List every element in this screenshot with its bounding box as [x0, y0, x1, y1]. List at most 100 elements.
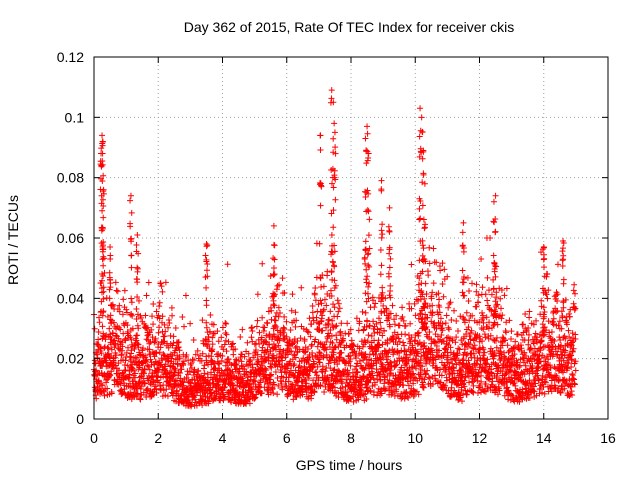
data-point	[149, 334, 156, 341]
data-point	[150, 321, 157, 328]
data-point	[509, 393, 516, 400]
data-point	[121, 287, 128, 294]
data-point	[402, 322, 409, 329]
data-point	[101, 269, 108, 276]
data-point	[100, 246, 107, 253]
data-point	[317, 202, 324, 209]
data-point	[128, 238, 135, 245]
data-point	[415, 281, 422, 288]
data-point	[499, 380, 506, 387]
data-point	[321, 296, 328, 303]
data-point	[559, 248, 566, 255]
x-tick-label: 12	[472, 430, 488, 446]
data-point	[314, 363, 321, 370]
x-axis-label: GPS time / hours	[296, 457, 403, 473]
data-point	[270, 241, 277, 248]
data-point	[365, 190, 372, 197]
data-point	[134, 231, 141, 238]
data-point	[516, 364, 523, 371]
data-point	[381, 380, 388, 387]
data-point	[432, 356, 439, 363]
data-point	[369, 383, 376, 390]
data-point	[417, 215, 424, 222]
data-point	[465, 324, 472, 331]
data-point	[268, 307, 275, 314]
data-point	[409, 371, 416, 378]
data-point	[423, 360, 430, 367]
data-point	[447, 344, 454, 351]
data-point	[459, 267, 466, 274]
data-point	[171, 365, 178, 372]
y-tick-label: 0	[76, 411, 84, 427]
data-point	[99, 132, 106, 139]
data-point	[328, 333, 335, 340]
data-point	[331, 284, 338, 291]
data-point	[571, 281, 578, 288]
data-point	[571, 381, 578, 388]
data-point	[470, 382, 477, 389]
data-point	[343, 342, 350, 349]
data-point	[314, 343, 321, 350]
data-point	[539, 381, 546, 388]
data-point	[256, 383, 263, 390]
data-point	[297, 335, 304, 342]
data-point	[411, 338, 418, 345]
data-point	[518, 345, 525, 352]
data-point	[98, 350, 105, 357]
data-point	[155, 312, 162, 319]
data-point	[501, 375, 508, 382]
data-point	[364, 251, 371, 258]
data-point	[540, 289, 547, 296]
data-point	[207, 390, 214, 397]
data-point	[292, 309, 299, 316]
data-point	[331, 242, 338, 249]
data-point	[386, 321, 393, 328]
y-tick-label: 0.04	[57, 290, 84, 306]
data-point	[330, 224, 337, 231]
data-point	[134, 279, 141, 286]
data-point	[366, 263, 373, 270]
data-point	[484, 356, 491, 363]
data-point	[99, 138, 106, 145]
data-point	[237, 334, 244, 341]
data-point	[173, 388, 180, 395]
data-point	[547, 364, 554, 371]
data-point	[209, 341, 216, 348]
data-point	[368, 333, 375, 340]
data-point	[143, 386, 150, 393]
data-point	[422, 315, 429, 322]
data-point	[429, 302, 436, 309]
data-point	[572, 305, 579, 312]
data-point	[466, 379, 473, 386]
data-point	[400, 382, 407, 389]
data-point	[176, 347, 183, 354]
data-point	[136, 297, 143, 304]
data-point	[571, 380, 578, 387]
data-point	[319, 363, 326, 370]
data-point	[555, 343, 562, 350]
data-point	[331, 277, 338, 284]
data-point	[271, 242, 278, 249]
data-point	[492, 192, 499, 199]
data-point	[246, 395, 253, 402]
data-point	[512, 369, 519, 376]
data-point	[180, 358, 187, 365]
data-point	[460, 390, 467, 397]
data-point	[143, 292, 150, 299]
data-point	[420, 245, 427, 252]
data-point	[99, 323, 106, 330]
data-point	[107, 319, 114, 326]
data-point	[96, 319, 103, 326]
data-point	[192, 399, 199, 406]
data-point	[439, 281, 446, 288]
data-point	[261, 324, 268, 331]
data-point	[443, 377, 450, 384]
data-point	[147, 338, 154, 345]
data-point	[452, 339, 459, 346]
data-point	[153, 350, 160, 357]
data-point	[568, 352, 575, 359]
data-point	[563, 377, 570, 384]
data-point	[473, 360, 480, 367]
data-point	[100, 203, 107, 210]
